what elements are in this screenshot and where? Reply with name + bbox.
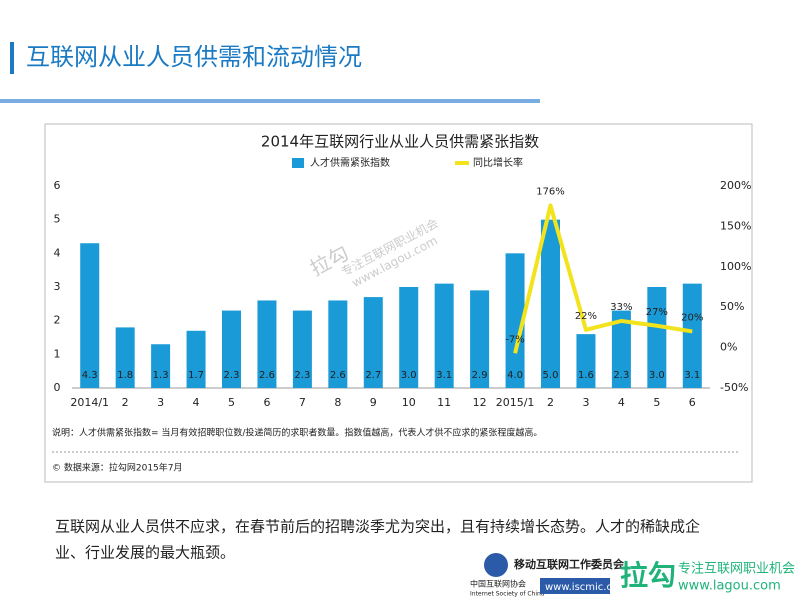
y2-tick-label: 50% (720, 300, 744, 313)
bar (611, 310, 631, 388)
bar (505, 253, 525, 388)
y2-tick-label: -50% (720, 381, 748, 394)
title-marker (10, 42, 14, 74)
bar (363, 297, 383, 388)
chart-note: 说明：人才供需紧张指数= 当月有效招聘职位数/投递简历的求职者数量。指数值越高，… (52, 427, 542, 439)
lagou-logo: 拉勾 (620, 559, 676, 592)
bar-label: 3.0 (401, 370, 417, 381)
y2-tick-label: 150% (720, 219, 751, 232)
url-box (540, 578, 610, 594)
bar (647, 287, 667, 388)
bar (576, 334, 596, 388)
chart-source: © 数据来源：拉勾网2015年7月 (52, 462, 183, 474)
bar-label: 4.0 (507, 370, 523, 381)
bar-label: 4.3 (82, 370, 98, 381)
line-label: 20% (681, 312, 703, 323)
y-tick-label: 5 (54, 213, 61, 226)
y-tick-label: 2 (54, 314, 61, 327)
legend-swatch (292, 158, 304, 168)
bar-label: 3.1 (684, 370, 700, 381)
y-tick-label: 4 (54, 246, 61, 259)
x-tick-label: 2015/1 (496, 396, 535, 409)
bar (434, 283, 454, 388)
bar (80, 243, 100, 388)
x-tick-label: 4 (193, 396, 200, 409)
bar-label: 5.0 (543, 370, 559, 381)
bar (682, 283, 702, 388)
body-text: 互联网从业人员供不应求，在春节前后的招聘淡季尤为突出，且有持续增长态势。人才的稀… (55, 518, 700, 536)
y-tick-label: 3 (54, 280, 61, 293)
bar (115, 327, 135, 388)
y-tick-label: 0 (54, 381, 61, 394)
bar (222, 310, 241, 388)
x-tick-label: 2 (122, 396, 129, 409)
lagou-url: www.lagou.com (678, 579, 781, 594)
bar-label: 1.3 (153, 370, 169, 381)
legend-label: 同比增长率 (473, 156, 523, 169)
chart-frame (44, 123, 753, 483)
line (513, 203, 693, 354)
x-tick-label: 4 (618, 396, 625, 409)
bar-label: 2.6 (330, 370, 346, 381)
line-label: -7% (505, 334, 524, 345)
line-label: 33% (610, 302, 632, 313)
y-tick-label: 1 (54, 347, 61, 360)
bar-label: 3.1 (436, 370, 452, 381)
y-tick-label: 6 (54, 179, 61, 192)
bar-label: 2.6 (259, 370, 275, 381)
y2-tick-label: 200% (720, 179, 751, 192)
x-tick-label: 6 (263, 396, 270, 409)
bar-label: 2.9 (472, 370, 488, 381)
x-tick-label: 5 (653, 396, 660, 409)
x-tick-label: 2 (547, 396, 554, 409)
x-tick-label: 2014/1 (70, 396, 109, 409)
x-tick-label: 7 (299, 396, 306, 409)
bar-label: 1.7 (188, 370, 204, 381)
x-tick-label: 10 (402, 396, 416, 409)
bar (186, 330, 206, 388)
footer-text: Internet Society of China (470, 591, 545, 598)
legend-label: 人才供需紧张指数 (310, 156, 390, 169)
bar-label: 2.3 (294, 370, 310, 381)
bar (541, 219, 560, 388)
slide-title: 互联网从业人员供需和流动情况 (26, 43, 362, 71)
x-tick-label: 3 (157, 396, 164, 409)
bar-label: 2.3 (613, 370, 629, 381)
y2-tick-label: 0% (720, 341, 737, 354)
bar (470, 290, 490, 388)
bar-label: 3.0 (649, 370, 665, 381)
x-tick-label: 5 (228, 396, 235, 409)
line-label: 22% (575, 311, 597, 322)
bar (399, 287, 419, 388)
footer-text: www.iscmic.org.cn (545, 582, 638, 593)
y2-tick-label: 100% (720, 260, 751, 273)
x-tick-label: 3 (582, 396, 589, 409)
x-tick-label: 9 (370, 396, 377, 409)
x-tick-label: 6 (689, 396, 696, 409)
line-label: 27% (646, 307, 668, 318)
bar (328, 300, 348, 388)
footer-text: 中国互联网协会 (470, 579, 526, 589)
x-tick-label: 8 (334, 396, 341, 409)
title-rule (0, 99, 540, 103)
chart-title: 2014年互联网行业从业人员供需紧张指数 (261, 133, 539, 151)
bar (257, 300, 277, 388)
line-label: 176% (536, 186, 565, 197)
bar-label: 1.6 (578, 370, 594, 381)
bar-label: 2.3 (224, 370, 240, 381)
bar (292, 310, 312, 388)
x-tick-label: 11 (437, 396, 451, 409)
body-text: 业、行业发展的最大瓶颈。 (55, 544, 235, 562)
bar-label: 1.8 (117, 370, 133, 381)
lagou-slogan: 专注互联网职业机会 (678, 562, 795, 577)
bar (151, 344, 171, 388)
x-tick-label: 12 (473, 396, 487, 409)
footer-text: 移动互联网工作委员会 (514, 557, 625, 571)
isc-logo (484, 553, 508, 577)
bar-label: 2.7 (365, 370, 381, 381)
